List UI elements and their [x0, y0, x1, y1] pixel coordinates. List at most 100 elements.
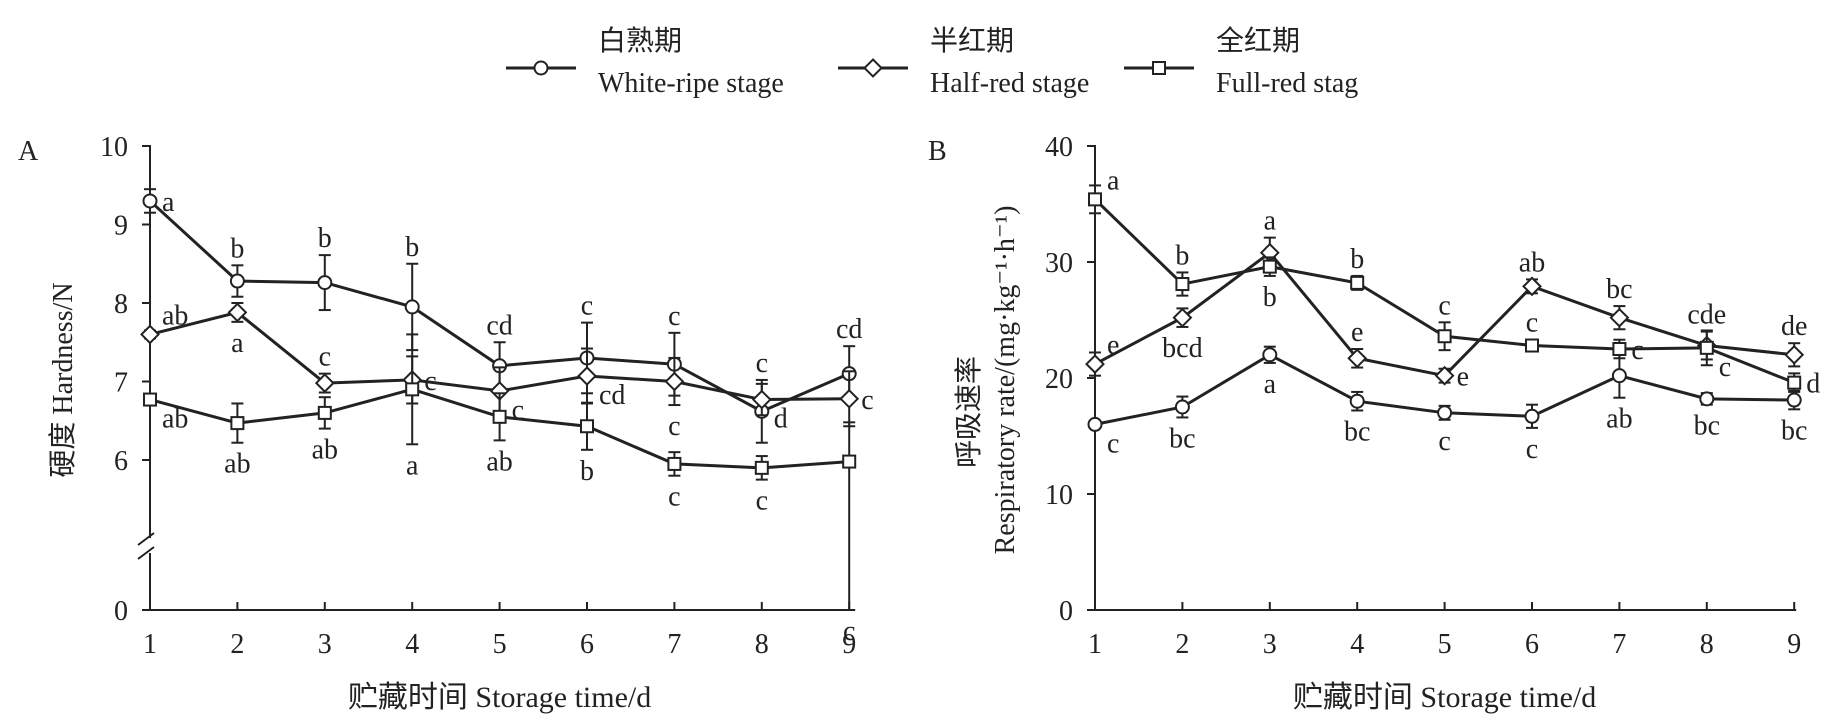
legend-square-marker: [1152, 61, 1166, 75]
significance-letter: a: [1107, 165, 1120, 196]
series-diamond: aba ccc cdc dc: [140, 300, 874, 442]
y-tick-label: 0: [114, 596, 128, 627]
significance-letter: c: [1719, 352, 1731, 383]
data-point: [580, 419, 594, 434]
data-point: [1087, 416, 1103, 432]
x-tick-label: 1: [1088, 629, 1102, 660]
significance-letter: a: [1264, 369, 1277, 400]
legend-circle-marker: [533, 60, 549, 76]
data-point: [664, 371, 685, 392]
significance-letter: c: [756, 486, 768, 517]
data-point: [317, 405, 332, 420]
significance-letter: d: [1806, 369, 1820, 400]
y-axis-label: 硬度 Hardness/N: [47, 282, 79, 477]
x-tick-label: 6: [1525, 629, 1539, 660]
data-point: [1349, 393, 1365, 409]
significance-letter: e: [1107, 330, 1119, 361]
data-point: [839, 388, 860, 409]
significance-letter: ab: [1519, 247, 1545, 278]
axis-break-mark: [137, 532, 155, 546]
significance-letter: bc: [1344, 416, 1370, 447]
x-tick-label: 2: [230, 629, 244, 660]
legend: 白熟期 White-ripe stage 半红期 Half-red stage 全红期 F…: [506, 25, 1358, 99]
x-tick-label: 8: [1700, 629, 1714, 660]
significance-letter: b: [1175, 240, 1189, 271]
significance-letter: a: [1264, 206, 1277, 237]
x-tick-label: 3: [1263, 629, 1277, 660]
data-point: [1434, 365, 1455, 386]
y-tick-label: 0: [1059, 596, 1073, 627]
y-axis-label-cn: 呼吸速率: [953, 356, 985, 468]
data-point: [577, 366, 597, 386]
data-point: [1437, 405, 1453, 421]
significance-letter: c: [756, 348, 768, 379]
data-point: [754, 460, 769, 475]
x-axis-label: 贮藏时间 Storage time/d: [348, 681, 651, 714]
data-point: [404, 299, 420, 315]
data-point: [1350, 275, 1365, 290]
data-point: [1088, 192, 1102, 207]
y-axis-label: Respiratory rate/(mg·kg⁻¹·h⁻¹): [990, 206, 1021, 555]
data-point: [842, 454, 857, 469]
significance-letter: c: [581, 291, 593, 322]
y-tick-label: 40: [1045, 132, 1073, 163]
data-point: [1787, 375, 1802, 390]
data-point: [1522, 276, 1542, 297]
legend-item-3: 全红期 Full-red stag: [1124, 25, 1358, 99]
panel-letter: A: [18, 136, 39, 167]
y-tick-label: 6: [114, 446, 128, 477]
data-point: [1085, 354, 1105, 374]
data-point: [317, 275, 333, 291]
y-tick-label: 8: [114, 289, 128, 320]
significance-letter: cd: [599, 380, 625, 411]
panel-letter: B: [928, 136, 947, 167]
significance-letter: c: [1631, 335, 1643, 366]
x-tick-label: 7: [1612, 629, 1626, 660]
data-point: [1612, 342, 1627, 356]
data-point: [1175, 277, 1190, 292]
x-tick-label: 1: [143, 629, 157, 660]
panel-b-respiratory-rate-chart: B 0 10 20 30 40 1 2 3 4 5 6 7 8 9 贮藏时间 Storage time/d 呼吸…: [928, 132, 1820, 714]
legend-label-cn: 全红期: [1216, 25, 1300, 57]
significance-letter: ab: [162, 404, 188, 435]
data-point: [751, 389, 772, 410]
significance-letter: c: [843, 616, 855, 647]
data-point: [1525, 338, 1539, 353]
significance-letter: de: [1781, 311, 1807, 342]
data-point: [1784, 344, 1805, 365]
data-point: [1699, 391, 1715, 407]
legend-label-en: Half-red stage: [930, 68, 1089, 99]
data-point: [229, 273, 245, 289]
legend-item-1: 白熟期 White-ripe stage: [506, 25, 784, 99]
series-circle: c bc a bc c c ab bc bc: [1087, 345, 1807, 465]
x-tick-label: 6: [580, 629, 594, 660]
legend-label-en: Full-red stag: [1216, 68, 1358, 99]
data-point: [1699, 340, 1714, 355]
data-point: [1609, 307, 1630, 328]
significance-letter: c: [1526, 308, 1538, 339]
significance-letter: cde: [1687, 300, 1726, 331]
y-tick-label: 9: [114, 211, 128, 242]
significance-letter: c: [512, 395, 524, 426]
axis-break-mark: [137, 546, 155, 560]
significance-letter: c: [1107, 428, 1119, 459]
significance-letter: b: [405, 232, 419, 263]
significance-letter: c: [1526, 434, 1538, 465]
x-tick-label: 5: [1438, 629, 1452, 660]
y-tick-label: 7: [114, 368, 128, 399]
x-tick-label: 8: [755, 629, 769, 660]
data-point: [1437, 329, 1452, 344]
significance-letter: ab: [224, 449, 250, 480]
legend-item-2: 半红期 Half-red stage: [838, 25, 1089, 99]
significance-letter: bc: [1694, 411, 1720, 442]
series-square: ab ab ab a ab b c c c: [143, 333, 857, 647]
significance-letter: a: [231, 328, 244, 359]
significance-letter: c: [668, 301, 680, 332]
significance-letter: a: [406, 450, 419, 481]
legend-diamond-marker: [863, 58, 883, 78]
legend-label-en: White-ripe stage: [598, 68, 784, 99]
x-tick-label: 2: [1175, 629, 1189, 660]
significance-letter: cd: [486, 310, 512, 341]
